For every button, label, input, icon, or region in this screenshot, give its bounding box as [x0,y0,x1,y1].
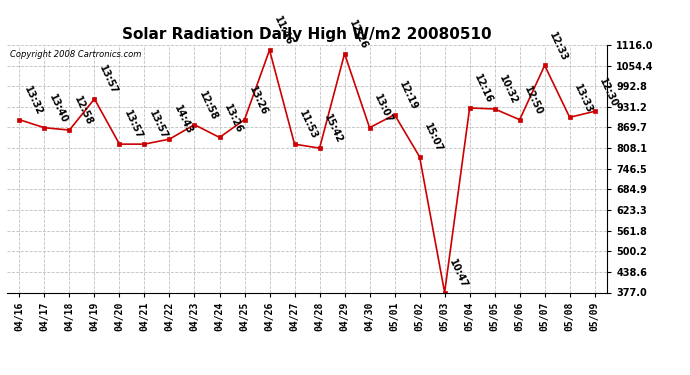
Text: 13:33: 13:33 [573,82,595,115]
Text: 10:32: 10:32 [497,74,520,106]
Text: 13:40: 13:40 [47,93,70,125]
Text: 11:53: 11:53 [297,109,319,141]
Text: 15:07: 15:07 [422,122,444,154]
Text: 13:57: 13:57 [147,109,170,141]
Text: 12:58: 12:58 [72,95,95,127]
Text: 12:50: 12:50 [522,85,544,117]
Text: 12:16: 12:16 [473,73,495,105]
Text: 13:57: 13:57 [122,109,144,141]
Text: 11:46: 11:46 [273,15,295,47]
Text: 10:47: 10:47 [447,257,470,290]
Text: 12:33: 12:33 [547,30,570,63]
Text: 13:32: 13:32 [22,85,44,117]
Text: 15:42: 15:42 [322,113,344,146]
Text: 12:19: 12:19 [397,80,420,112]
Text: 12:26: 12:26 [347,19,370,51]
Text: 13:07: 13:07 [373,93,395,125]
Title: Solar Radiation Daily High W/m2 20080510: Solar Radiation Daily High W/m2 20080510 [122,27,492,42]
Text: 12:58: 12:58 [197,90,219,122]
Text: 14:43: 14:43 [172,104,195,136]
Text: 12:30: 12:30 [598,76,620,108]
Text: Copyright 2008 Cartronics.com: Copyright 2008 Cartronics.com [10,50,141,59]
Text: 13:26: 13:26 [222,102,244,135]
Text: 13:57: 13:57 [97,64,119,96]
Text: 13:26: 13:26 [247,85,270,117]
